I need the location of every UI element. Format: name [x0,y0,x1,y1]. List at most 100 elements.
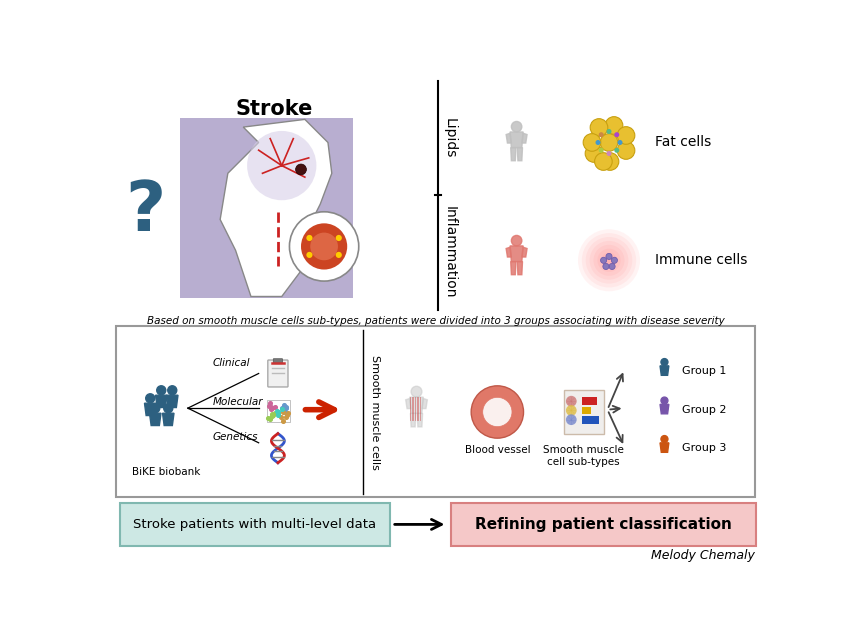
Circle shape [151,404,160,413]
Polygon shape [163,413,174,426]
Point [266,403,279,413]
Circle shape [599,133,603,137]
Text: BiKE biobank: BiKE biobank [132,467,201,478]
Point [271,408,285,418]
Circle shape [335,235,342,241]
Circle shape [615,133,619,137]
Point [280,410,294,420]
Circle shape [601,153,619,170]
Circle shape [609,263,615,270]
Text: ?: ? [125,178,166,245]
Text: Based on smooth muscle cells sub-types, patients were divided into 3 groups asso: Based on smooth muscle cells sub-types, … [147,316,725,325]
Circle shape [301,223,347,270]
Circle shape [585,144,603,162]
Point [270,406,283,417]
Point [275,412,288,422]
Point [271,406,285,417]
Circle shape [163,404,173,413]
Point [279,402,293,412]
Polygon shape [506,134,511,143]
Circle shape [617,142,635,159]
Polygon shape [510,246,523,261]
Text: Smooth muscle
cell sub-types: Smooth muscle cell sub-types [543,445,624,467]
Circle shape [311,232,338,260]
Polygon shape [660,443,669,453]
Point [277,399,291,410]
Polygon shape [167,395,178,408]
Polygon shape [511,148,516,160]
Text: Immune cells: Immune cells [655,254,747,267]
Circle shape [411,386,422,397]
Point [268,408,282,418]
Circle shape [146,394,155,403]
Polygon shape [660,404,669,414]
Polygon shape [150,413,161,426]
Text: Blood vessel: Blood vessel [465,445,530,455]
Circle shape [661,435,668,442]
Circle shape [511,121,522,132]
Point [265,401,278,412]
Polygon shape [506,247,511,257]
Bar [582,416,599,424]
Circle shape [600,134,618,152]
Polygon shape [510,132,523,148]
Point [266,410,279,421]
Circle shape [593,245,625,276]
Circle shape [617,126,635,144]
Point [266,410,279,421]
Polygon shape [417,413,423,427]
Circle shape [661,397,668,404]
Circle shape [618,141,622,144]
Text: Genetics: Genetics [213,432,258,442]
FancyBboxPatch shape [268,360,288,387]
Point [277,416,290,426]
Circle shape [590,241,628,280]
Circle shape [157,386,166,395]
Point [277,406,291,417]
Point [279,412,293,422]
Text: Stroke patients with multi-level data: Stroke patients with multi-level data [134,518,376,531]
Point [271,410,285,420]
Circle shape [615,148,619,152]
Point [275,403,288,413]
Circle shape [591,119,608,136]
FancyBboxPatch shape [273,359,283,364]
Text: Fat cells: Fat cells [655,135,711,150]
Polygon shape [517,148,523,160]
Circle shape [483,397,512,427]
Text: Lipids: Lipids [443,119,457,159]
Circle shape [595,153,612,170]
Circle shape [608,152,611,155]
Circle shape [566,405,577,416]
FancyBboxPatch shape [117,325,756,497]
Circle shape [611,257,618,263]
Circle shape [306,252,312,258]
Circle shape [578,229,640,291]
FancyBboxPatch shape [563,390,603,433]
Bar [582,406,591,414]
Text: Melody Chemaly: Melody Chemaly [651,549,756,562]
FancyBboxPatch shape [180,118,352,298]
Circle shape [295,164,306,175]
Circle shape [583,134,601,152]
Point [271,406,285,417]
Text: Group 3: Group 3 [683,443,727,453]
Polygon shape [660,366,669,376]
Text: Inflammation: Inflammation [443,206,457,299]
Polygon shape [406,399,411,408]
Circle shape [601,257,607,263]
Point [281,408,294,418]
Text: Group 1: Group 1 [683,366,727,376]
Text: Stroke: Stroke [236,99,312,119]
Point [277,407,290,417]
Circle shape [603,263,609,270]
Circle shape [247,131,317,200]
Point [268,402,282,412]
Circle shape [605,117,623,134]
Polygon shape [410,413,416,427]
Circle shape [566,414,577,425]
Circle shape [306,235,312,241]
Circle shape [597,248,620,272]
Circle shape [471,386,523,438]
Polygon shape [511,261,516,275]
